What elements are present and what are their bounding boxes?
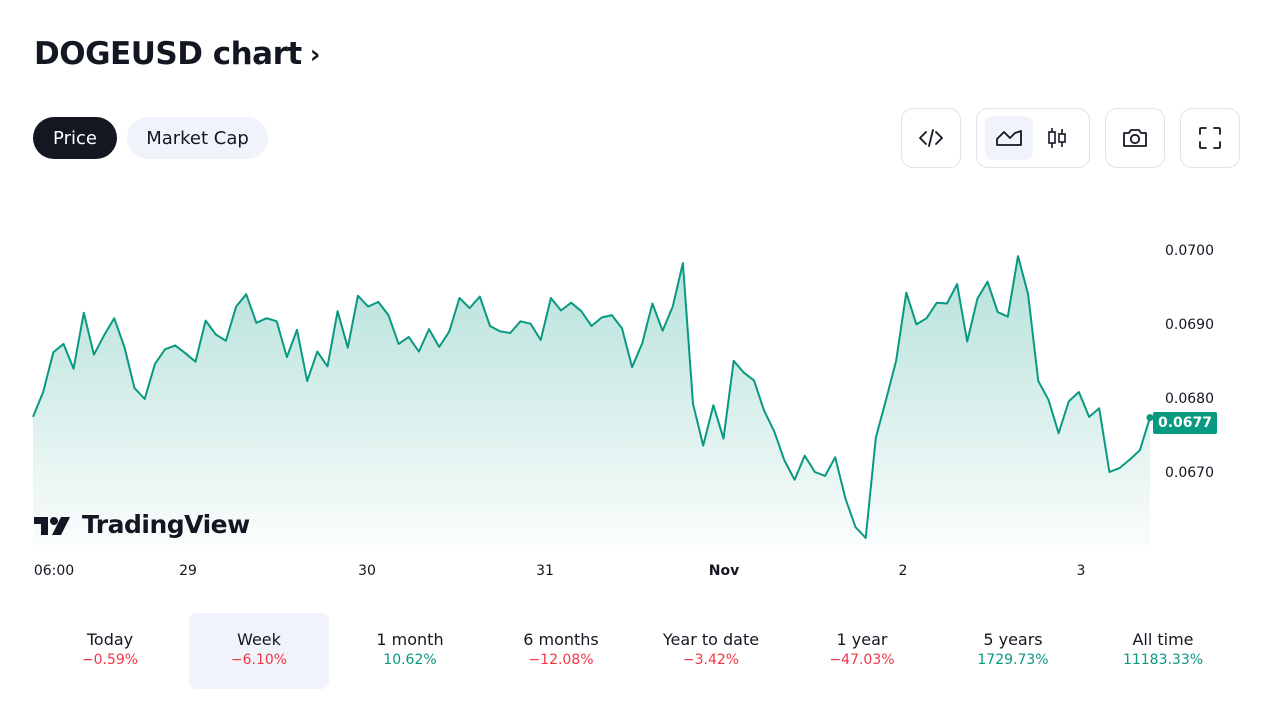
last-price-label: 0.0677 (1153, 412, 1217, 434)
last-price-dot (1146, 414, 1154, 422)
period-label: All time (1132, 630, 1194, 649)
candlestick-icon (1048, 128, 1066, 148)
page-title[interactable]: DOGEUSD chart › (34, 36, 320, 72)
period-label: Year to date (662, 630, 760, 649)
period-label: 1 year (836, 630, 888, 649)
period-change: −3.42% (682, 652, 740, 668)
x-tick-label: Nov (708, 563, 740, 579)
period-change: 10.62% (383, 652, 437, 668)
period-5-years[interactable]: 5 years 1729.73% (943, 613, 1083, 689)
chart-area-fill (33, 256, 1150, 545)
tradingview-logo-text: TradingView (82, 510, 250, 539)
x-tick-label: 2 (898, 563, 908, 579)
tradingview-logo[interactable]: TradingView (34, 510, 250, 539)
period-change: −47.03% (829, 652, 895, 668)
tab-market-cap[interactable]: Market Cap (127, 117, 268, 159)
period-change: 1729.73% (977, 652, 1049, 668)
x-tick-label: 3 (1076, 563, 1086, 579)
period-all-time[interactable]: All time 11183.33% (1093, 613, 1233, 689)
period-change: −6.10% (230, 652, 288, 668)
tradingview-logo-icon (34, 516, 70, 535)
period-change: −0.59% (81, 652, 139, 668)
period-year-to-date[interactable]: Year to date −3.42% (641, 613, 781, 689)
page-title-text: DOGEUSD chart (34, 36, 302, 72)
tab-price[interactable]: Price (33, 117, 117, 159)
period-label: Week (237, 630, 281, 649)
y-tick-label: 0.0690 (1165, 317, 1214, 333)
area-chart-icon (996, 130, 1022, 146)
y-tick-label: 0.0700 (1165, 243, 1214, 259)
period-label: 6 months (523, 630, 599, 649)
y-tick-label: 0.0680 (1165, 391, 1214, 407)
period-label: 1 month (376, 630, 444, 649)
period-change: −12.08% (528, 652, 594, 668)
camera-icon (1123, 129, 1147, 147)
x-tick-label: 29 (179, 563, 197, 579)
period-1-year[interactable]: 1 year −47.03% (792, 613, 932, 689)
period-today[interactable]: Today −0.59% (40, 613, 180, 689)
chart-price-line (32, 255, 1151, 539)
price-chart[interactable] (0, 180, 1160, 555)
period-label: Today (86, 630, 134, 649)
period-week[interactable]: Week −6.10% (189, 613, 329, 689)
period-1-month[interactable]: 1 month 10.62% (340, 613, 480, 689)
x-tick-label: 30 (358, 563, 376, 579)
candlestick-chart-button[interactable] (1033, 116, 1081, 160)
area-chart-button[interactable] (985, 116, 1033, 160)
fullscreen-button[interactable] (1180, 108, 1240, 168)
period-6-months[interactable]: 6 months −12.08% (491, 613, 631, 689)
code-icon (919, 129, 943, 147)
chevron-right-icon: › (309, 40, 321, 70)
period-change: 11183.33% (1122, 652, 1204, 668)
embed-button[interactable] (901, 108, 961, 168)
snapshot-button[interactable] (1105, 108, 1165, 168)
x-tick-label: 06:00 (33, 563, 75, 579)
period-label: 5 years (983, 630, 1043, 649)
x-tick-label: 31 (536, 563, 554, 579)
y-tick-label: 0.0670 (1165, 465, 1214, 481)
chart-style-group (976, 108, 1090, 168)
fullscreen-icon (1199, 127, 1221, 149)
